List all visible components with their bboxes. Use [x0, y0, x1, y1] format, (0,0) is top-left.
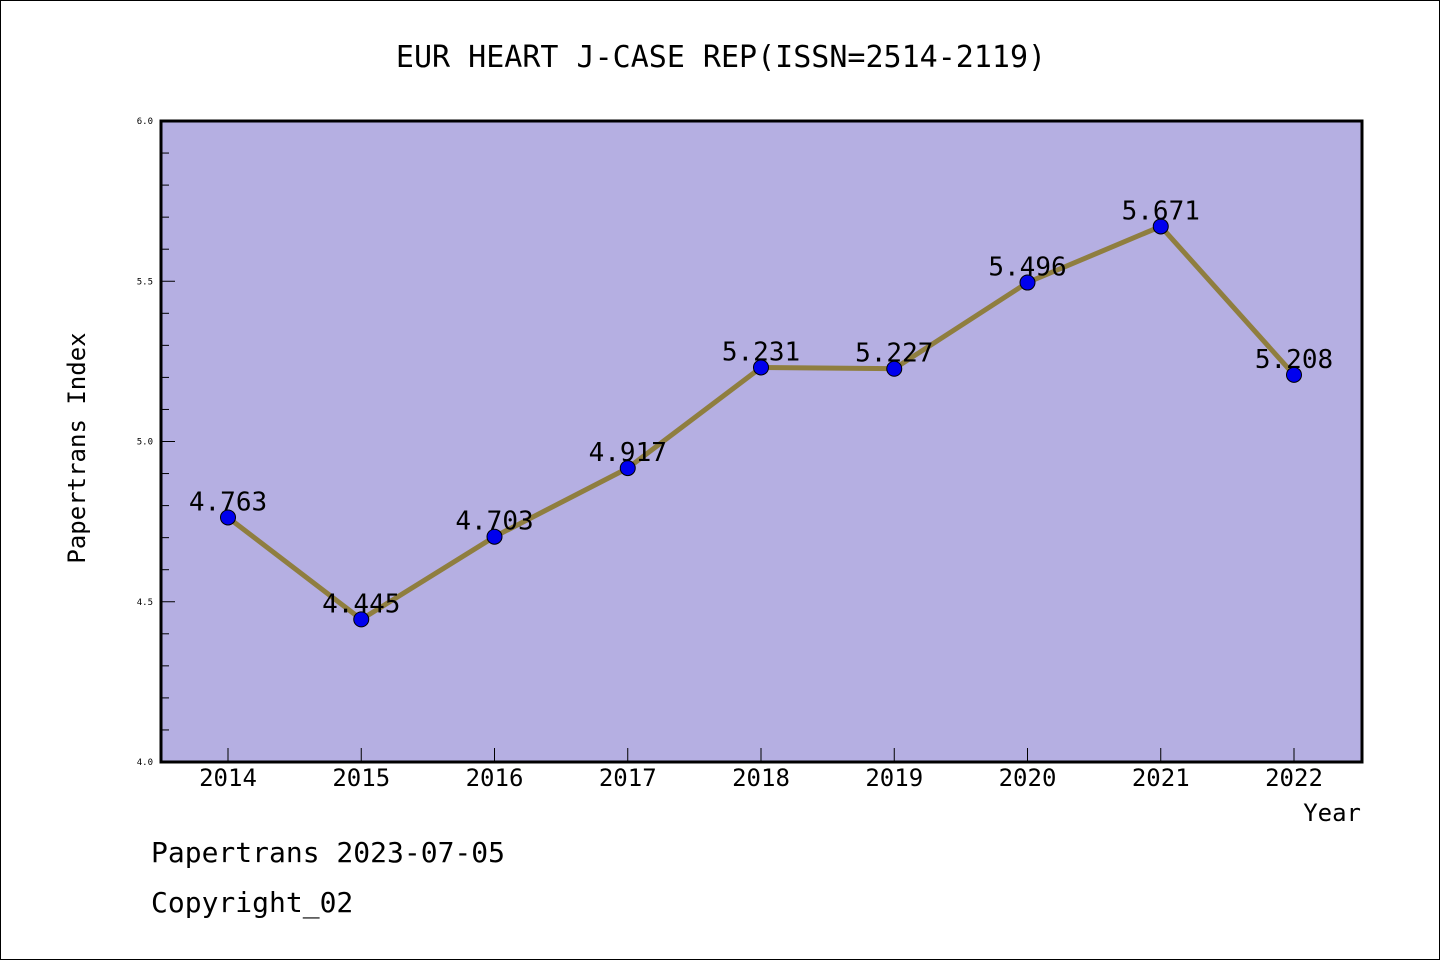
data-label: 4.763	[189, 487, 267, 517]
data-point	[1286, 366, 1302, 383]
data-label: 5.208	[1255, 345, 1333, 375]
y-tick-label: 6.0	[137, 117, 153, 127]
x-tick-label: 2021	[1132, 764, 1190, 792]
data-label: 5.227	[855, 339, 933, 369]
data-labels: 4.763 4.445 4.703 4.917 5.231 5.227 5.496 5.671…	[189, 196, 1333, 619]
data-label: 4.703	[455, 507, 533, 537]
x-tick-label: 2014	[199, 764, 257, 792]
plot-border	[159, 119, 1364, 764]
y-tick-label: 4.5	[137, 598, 153, 608]
data-label: 5.496	[988, 253, 1066, 283]
data-label: 5.671	[1122, 196, 1200, 226]
x-tick-label: 2018	[732, 764, 790, 792]
data-point	[220, 509, 236, 526]
y-tick-label: 4.0	[137, 758, 153, 768]
x-axis: 2014 2015 2016 2017 2018 2019 2020 2021 2022	[199, 748, 1323, 792]
data-point	[753, 359, 769, 376]
x-tick-label: 2019	[865, 764, 923, 792]
data-label: 4.917	[589, 438, 667, 468]
data-label: 5.231	[722, 337, 800, 367]
x-tick-label: 2017	[599, 764, 657, 792]
x-tick-label: 2016	[466, 764, 524, 792]
data-point	[353, 611, 370, 628]
footer-copyright: Copyright_02	[151, 886, 354, 919]
data-point	[619, 460, 636, 477]
x-tick-label: 2022	[1265, 764, 1323, 792]
series-markers	[220, 218, 1302, 628]
data-point	[886, 360, 903, 377]
footer-date: Papertrans 2023-07-05	[151, 836, 506, 869]
data-label: 4.445	[322, 589, 400, 619]
y-tick-label: 5.0	[137, 438, 153, 448]
data-point	[486, 528, 503, 545]
x-tick-label: 2020	[999, 764, 1057, 792]
data-point	[1019, 274, 1036, 291]
x-axis-label: Year	[1303, 799, 1361, 827]
x-tick-label: 2015	[332, 764, 390, 792]
chart-title: EUR HEART J-CASE REP(ISSN=2514-2119)	[396, 40, 1046, 75]
y-tick-label: 5.5	[137, 277, 153, 287]
y-axis-label: Papertrans Index	[63, 332, 91, 563]
data-point	[1152, 218, 1169, 235]
